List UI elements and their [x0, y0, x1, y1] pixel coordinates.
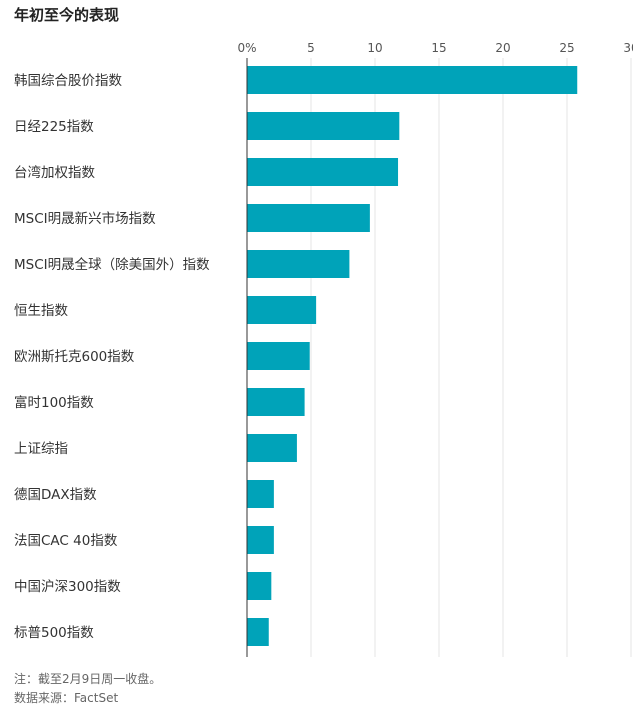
footnote: 注：截至2月9日周一收盘。	[14, 672, 162, 686]
category-label: 恒生指数	[14, 303, 68, 319]
category-label: MSCI明晟新兴市场指数	[14, 210, 156, 227]
category-label: 上证综指	[14, 441, 68, 457]
category-label: 中国沪深300指数	[14, 579, 121, 595]
bar	[247, 434, 297, 462]
category-label: 日经225指数	[14, 119, 94, 135]
x-tick-label: 0%	[237, 41, 256, 55]
bar	[247, 250, 350, 278]
x-tick-label: 10	[367, 41, 382, 55]
category-label: 法国CAC 40指数	[14, 533, 118, 549]
bar	[247, 342, 310, 370]
x-tick-label: 25	[559, 41, 574, 55]
x-tick-label: 30	[623, 41, 633, 55]
x-tick-label: 15	[431, 41, 446, 55]
bar	[247, 618, 269, 646]
category-label: MSCI明晟全球（除美国外）指数	[14, 256, 210, 273]
x-tick-label: 5	[307, 41, 315, 55]
bar	[247, 204, 370, 232]
bar	[247, 388, 305, 416]
x-tick-label: 20	[495, 41, 510, 55]
source-note: 数据来源：FactSet	[14, 691, 119, 705]
category-label: 欧洲斯托克600指数	[14, 349, 135, 365]
category-label: 韩国综合股价指数	[14, 73, 122, 89]
bar	[247, 158, 399, 186]
category-label: 标普500指数	[14, 625, 94, 641]
chart-title: 年初至今的表现	[14, 6, 120, 24]
bar	[247, 526, 274, 554]
category-label: 德国DAX指数	[14, 487, 97, 503]
bar	[247, 112, 400, 140]
bar	[247, 572, 272, 600]
category-label: 台湾加权指数	[14, 164, 95, 181]
bar	[247, 66, 578, 94]
category-label: 富时100指数	[14, 394, 94, 411]
bar	[247, 296, 317, 324]
bar	[247, 480, 274, 508]
